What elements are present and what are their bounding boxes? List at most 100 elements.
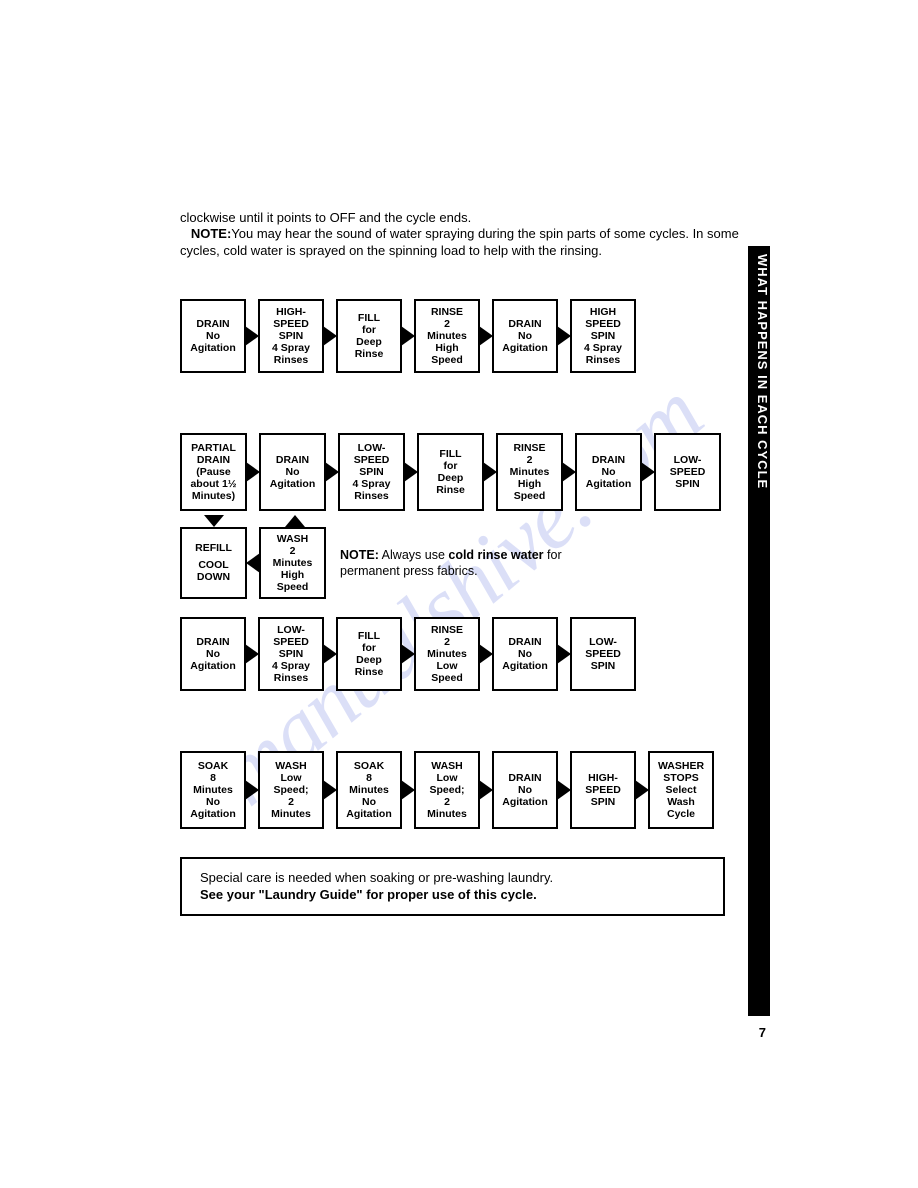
cycle-step-line: FILL [340, 630, 398, 642]
cycle-step-box: DRAINNoAgitation [492, 751, 558, 829]
cycle-row-4: SOAK8MinutesNoAgitationWASHLowSpeed;2Min… [180, 751, 740, 829]
cycle-step-box: REFILL COOLDOWN [180, 527, 247, 599]
cycle-step-box: LOW-SPEEDSPIN [654, 433, 721, 511]
page-number: 7 [759, 1025, 766, 1040]
cycle-step-line: WASH [263, 533, 322, 545]
arrow-right-icon [245, 326, 259, 346]
cycle-step-line: DRAIN [496, 636, 554, 648]
cycle-step-line: No [263, 466, 322, 478]
cycle-step-box: DRAINNoAgitation [180, 299, 246, 373]
cycle-step-line: 4 Spray [262, 660, 320, 672]
cycle-step-line: Minutes [340, 784, 398, 796]
cycle-step-line: Low [262, 772, 320, 784]
cycle-step-line: SOAK [340, 760, 398, 772]
arrow-right-icon [323, 644, 337, 664]
cycle-step-line: Rinses [262, 354, 320, 366]
cycle-row-2b: REFILL COOLDOWNWASH2MinutesHighSpeed NOT… [180, 527, 740, 599]
cycle-step-line: Minutes [184, 784, 242, 796]
cycle-step-line: DRAIN [184, 636, 242, 648]
cycle-step-line: for [340, 642, 398, 654]
cycle-step-line: Speed [418, 354, 476, 366]
cycle-step-line: SPIN [574, 796, 632, 808]
cycle-step-box: FILLforDeepRinse [336, 299, 402, 373]
cycle-step-line: SPIN [658, 478, 717, 490]
cycle-step-line: Rinse [340, 666, 398, 678]
cycle-step-line: 4 Spray [342, 478, 401, 490]
cycle-step-line: No [496, 648, 554, 660]
cycle-step-line: 4 Spray [574, 342, 632, 354]
cycle-step-line: Agitation [184, 342, 242, 354]
cycle-step-line: SPEED [658, 466, 717, 478]
cycle-step-line: No [184, 796, 242, 808]
cycle-step-box: WASHLowSpeed;2Minutes [258, 751, 324, 829]
arrow-right-icon [401, 644, 415, 664]
cycle-step-line: about 1½ [184, 478, 243, 490]
cycle-step-line: 4 Spray [262, 342, 320, 354]
cycle-step-box: SOAK8MinutesNoAgitation [180, 751, 246, 829]
arrow-left-icon [246, 553, 260, 573]
cycle-row-3: DRAINNoAgitationLOW-SPEEDSPIN4 SprayRins… [180, 617, 740, 691]
cycle-step-line: SPIN [342, 466, 401, 478]
cycle-step-line: DRAIN [496, 318, 554, 330]
cycle-step-line: SPEED [574, 784, 632, 796]
footer-line1: Special care is needed when soaking or p… [200, 870, 553, 885]
cycle-step-line: LOW- [574, 636, 632, 648]
arrow-down-icon [204, 515, 224, 527]
cycle-step-line: HIGH- [574, 772, 632, 784]
cycle-step-line: Agitation [340, 808, 398, 820]
arrow-right-icon [323, 780, 337, 800]
cycle-step-line: FILL [421, 448, 480, 460]
cycle-step-line: SPEED [262, 636, 320, 648]
cycle-step-line: 2 [418, 318, 476, 330]
cycle-step-line: LOW- [658, 454, 717, 466]
arrow-right-icon [246, 462, 260, 482]
arrow-right-icon [245, 780, 259, 800]
cycle-step-line: Rinses [574, 354, 632, 366]
page-content: clockwise until it points to OFF and the… [180, 210, 740, 916]
inline-note-label: NOTE: [340, 548, 379, 562]
cycle-step-box: DRAINNoAgitation [259, 433, 326, 511]
cycle-step-line: High [500, 478, 559, 490]
side-tab: WHAT HAPPENS IN EACH CYCLE [748, 246, 770, 1016]
cycle-step-line: Agitation [184, 660, 242, 672]
cycle-step-box: WASH2MinutesHighSpeed [259, 527, 326, 599]
cycle-step-box: FILLforDeepRinse [336, 617, 402, 691]
footer-note-box: Special care is needed when soaking or p… [180, 857, 725, 916]
cycle-step-line: SPIN [574, 660, 632, 672]
cycle-step-line: Agitation [184, 808, 242, 820]
cycle-step-line: High [418, 342, 476, 354]
cycle-step-line: RINSE [500, 442, 559, 454]
arrow-right-icon [557, 780, 571, 800]
inline-note: NOTE: Always use cold rinse water for pe… [340, 547, 600, 580]
cycle-step-line: WASH [262, 760, 320, 772]
cycle-step-line: Speed [263, 581, 322, 593]
cycle-step-line: High [263, 569, 322, 581]
cycle-step-line: LOW- [262, 624, 320, 636]
cycle-step-line: HIGH [574, 306, 632, 318]
cycle-step-box: HIGH-SPEEDSPIN [570, 751, 636, 829]
cycle-step-line: Minutes [418, 330, 476, 342]
cycle-step-line: WASH [418, 760, 476, 772]
cycle-step-line: Deep [340, 336, 398, 348]
arrow-right-icon [401, 326, 415, 346]
inline-note-bold: cold rinse water [448, 548, 543, 562]
arrow-right-icon [479, 780, 493, 800]
arrow-right-icon [635, 780, 649, 800]
intro-paragraph: clockwise until it points to OFF and the… [180, 210, 740, 259]
cycle-step-line: for [340, 324, 398, 336]
cycle-step-line: DRAIN [263, 454, 322, 466]
cycle-step-line: SPEED [262, 318, 320, 330]
cycle-step-box: DRAINNoAgitation [492, 617, 558, 691]
cycle-step-line: COOL [184, 559, 243, 571]
cycle-step-box: HIGH-SPEEDSPIN4 SprayRinses [258, 299, 324, 373]
cycle-step-box: LOW-SPEEDSPIN4 SprayRinses [338, 433, 405, 511]
cycle-step-box: DRAINNoAgitation [180, 617, 246, 691]
cycle-step-line: RINSE [418, 306, 476, 318]
arrow-right-icon [479, 644, 493, 664]
cycle-step-box: HIGHSPEEDSPIN4 SprayRinses [570, 299, 636, 373]
arrow-up-icon [285, 515, 305, 527]
arrow-right-icon [323, 326, 337, 346]
cycle-step-line: No [496, 330, 554, 342]
cycle-step-line: No [184, 330, 242, 342]
cycle-step-line: Rinse [421, 484, 480, 496]
